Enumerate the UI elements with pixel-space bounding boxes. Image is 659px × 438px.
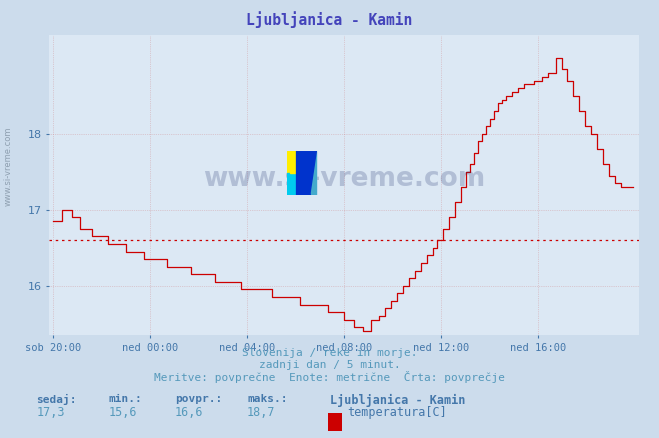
Text: zadnji dan / 5 minut.: zadnji dan / 5 minut. (258, 360, 401, 370)
Text: 17,3: 17,3 (36, 406, 65, 420)
Text: Ljubljanica - Kamin: Ljubljanica - Kamin (246, 11, 413, 28)
Text: sedaj:: sedaj: (36, 394, 76, 405)
Polygon shape (287, 173, 300, 195)
Text: www.si-vreme.com: www.si-vreme.com (3, 127, 13, 206)
Polygon shape (300, 151, 316, 195)
Text: 15,6: 15,6 (109, 406, 137, 420)
Text: 18,7: 18,7 (247, 406, 275, 420)
Polygon shape (290, 151, 300, 173)
Text: min.:: min.: (109, 394, 142, 404)
Text: 16,6: 16,6 (175, 406, 203, 420)
Text: www.si-vreme.com: www.si-vreme.com (203, 166, 486, 192)
Text: Ljubljanica - Kamin: Ljubljanica - Kamin (330, 394, 465, 407)
Text: maks.:: maks.: (247, 394, 287, 404)
Text: Meritve: povprečne  Enote: metrične  Črta: povprečje: Meritve: povprečne Enote: metrične Črta:… (154, 371, 505, 383)
Polygon shape (300, 173, 310, 195)
Text: temperatura[C]: temperatura[C] (347, 406, 447, 420)
Text: povpr.:: povpr.: (175, 394, 222, 404)
Text: Slovenija / reke in morje.: Slovenija / reke in morje. (242, 348, 417, 358)
Polygon shape (297, 151, 316, 195)
Polygon shape (297, 151, 316, 195)
Polygon shape (287, 151, 300, 173)
